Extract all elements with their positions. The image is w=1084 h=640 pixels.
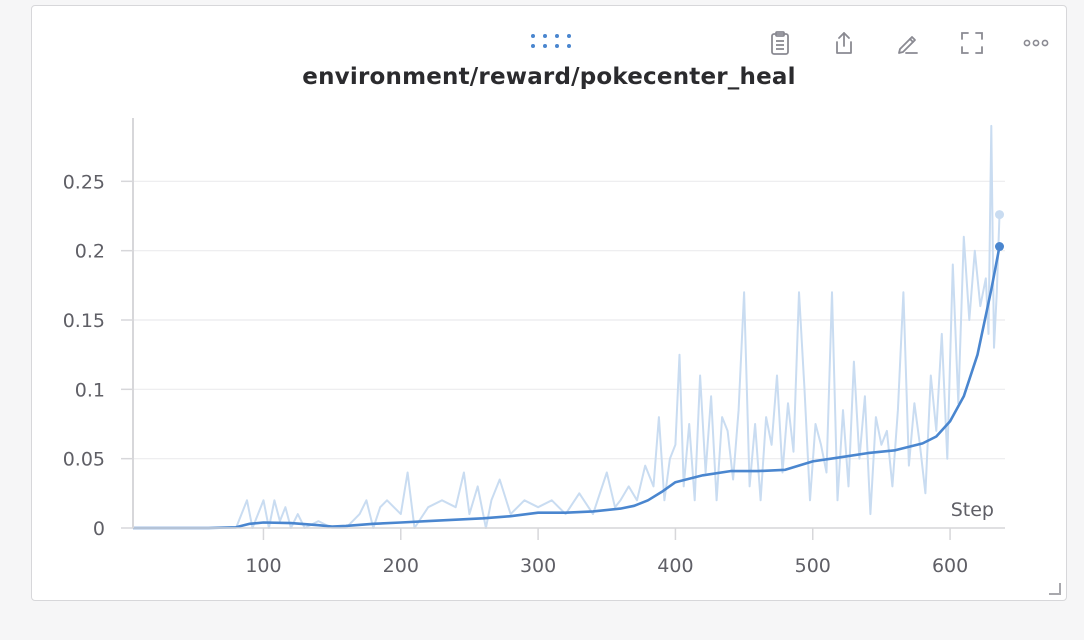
fullscreen-icon <box>961 32 983 54</box>
y-tick-label: 0.15 <box>63 310 105 332</box>
y-tick-label: 0 <box>93 518 105 540</box>
export-button[interactable] <box>812 26 876 60</box>
smoothed-endpoint-marker[interactable] <box>995 242 1005 252</box>
smoothed-series-line <box>133 246 1001 530</box>
y-tick-label: 0.1 <box>75 379 105 401</box>
fullscreen-button[interactable] <box>940 26 1004 60</box>
x-axis-label: Step <box>951 499 994 521</box>
x-tick-label: 400 <box>657 555 693 577</box>
x-tick-label: 600 <box>932 555 968 577</box>
x-tick-label: 300 <box>520 555 556 577</box>
edit-button[interactable] <box>876 26 940 60</box>
chart-title: environment/reward/pokecenter_heal <box>302 64 796 90</box>
panel-toolbar <box>748 26 1068 60</box>
copy-button[interactable] <box>748 26 812 60</box>
pencil-icon <box>898 36 918 54</box>
x-tick-label: 500 <box>795 555 831 577</box>
resize-handle-icon[interactable] <box>1049 583 1061 595</box>
raw-endpoint-marker[interactable] <box>995 210 1005 220</box>
share-icon <box>836 32 852 54</box>
y-tick-label: 0.05 <box>63 449 105 471</box>
more-button[interactable] <box>1004 26 1068 60</box>
y-tick-label: 0.25 <box>63 171 105 193</box>
x-tick-label: 100 <box>245 555 281 577</box>
drag-handle-icon[interactable] <box>527 31 575 51</box>
clipboard-icon <box>771 31 789 55</box>
x-tick-label: 200 <box>383 555 419 577</box>
raw-series-line <box>133 124 1001 529</box>
y-tick-label: 0.2 <box>75 241 105 263</box>
more-icon <box>1023 39 1049 47</box>
